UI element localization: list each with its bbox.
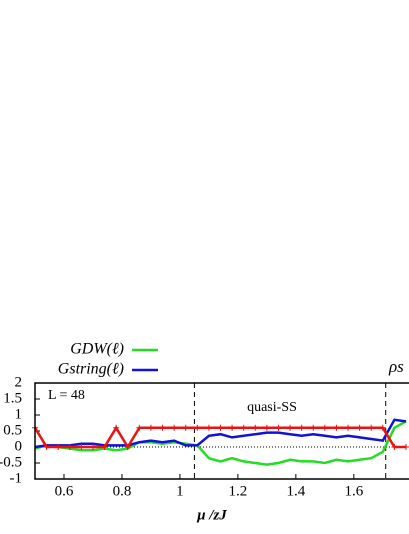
point-marker (182, 424, 189, 431)
point-marker (368, 424, 375, 431)
x-axis-label: μ /zJ (196, 507, 227, 523)
point-marker (217, 424, 224, 431)
y-tick-label: 1 (15, 406, 23, 422)
point-marker (89, 444, 96, 450)
point-marker (113, 424, 120, 431)
y-tick-label: 1.5 (3, 390, 22, 406)
point-marker (310, 424, 317, 431)
annotation: ρs (388, 357, 404, 376)
x-tick-label: 1.6 (344, 483, 363, 499)
x-tick-label: 1.4 (286, 483, 305, 499)
annotation: quasi-SS (247, 400, 297, 415)
x-tick-label: 0.6 (55, 483, 74, 499)
point-marker (333, 424, 340, 431)
point-marker (298, 424, 305, 431)
point-marker (205, 424, 212, 431)
point-marker (101, 444, 108, 450)
point-marker (252, 424, 259, 431)
point-marker (66, 444, 73, 450)
y-tick-label: 2 (15, 374, 23, 390)
x-tick-label: 1.2 (229, 483, 248, 499)
legend-label: Gstring(ℓ) (58, 361, 124, 378)
point-marker (159, 424, 166, 431)
point-marker (78, 444, 85, 450)
point-marker (124, 444, 131, 450)
point-marker (321, 424, 328, 431)
point-marker (379, 424, 386, 431)
point-marker (194, 424, 201, 431)
point-marker (43, 444, 50, 450)
point-marker (275, 424, 282, 431)
point-marker (240, 424, 247, 431)
series-line (34, 418, 407, 449)
point-marker (287, 424, 294, 431)
point-marker (391, 444, 398, 450)
point-marker (147, 424, 154, 431)
point-marker (403, 444, 409, 450)
y-tick-label: -1 (10, 470, 23, 486)
point-marker (356, 424, 363, 431)
y-tick-label: -0.5 (0, 454, 22, 470)
point-marker (171, 424, 178, 431)
point-marker (345, 424, 352, 431)
point-marker (263, 424, 270, 431)
x-tick-label: 0.8 (113, 483, 132, 499)
point-marker (55, 444, 62, 450)
y-tick-label: 0.5 (3, 422, 22, 438)
annotation: L = 48 (48, 388, 85, 403)
point-marker (229, 424, 236, 431)
plot-frame (34, 382, 409, 480)
x-tick-label: 1 (176, 483, 184, 499)
point-marker (136, 424, 143, 431)
y-tick-label: 0 (15, 438, 23, 454)
legend-label: GDW(ℓ) (70, 341, 124, 358)
series-line (34, 420, 407, 466)
